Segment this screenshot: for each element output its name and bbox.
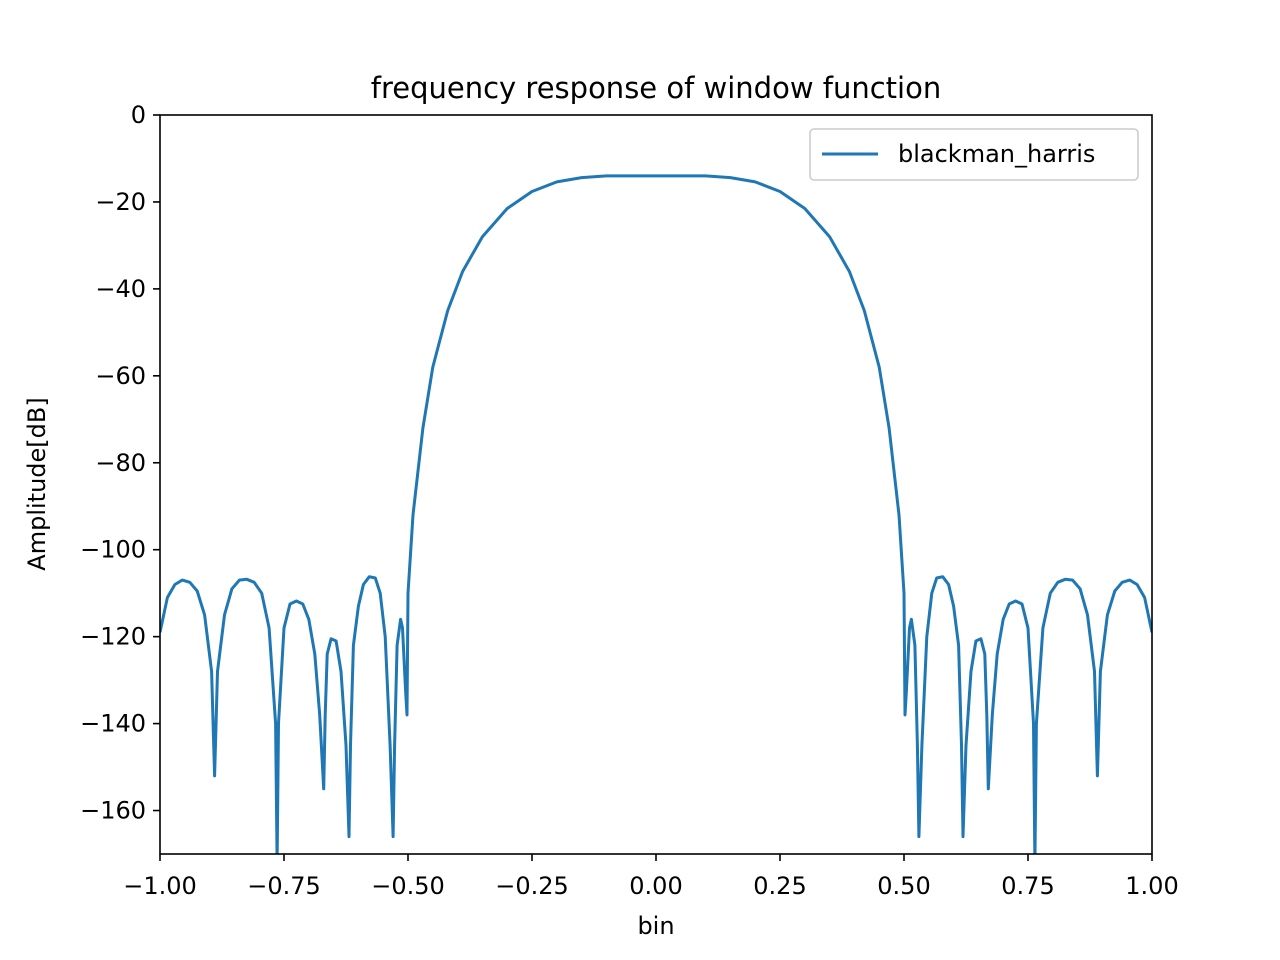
y-tick-label: 0 — [131, 101, 146, 129]
x-tick-label: 0.75 — [1001, 872, 1054, 900]
series-layer — [160, 174, 1152, 854]
y-tick-label: −160 — [80, 797, 146, 825]
y-tick-label: −60 — [95, 362, 146, 390]
legend: blackman_harris — [809, 128, 1139, 181]
x-tick-label: −0.75 — [247, 872, 321, 900]
x-axis-label: bin — [637, 912, 674, 940]
y-tick-label: −80 — [95, 449, 146, 477]
x-tick-label: 1.00 — [1125, 872, 1178, 900]
x-tick-label: −1.00 — [123, 872, 197, 900]
legend-box — [809, 128, 1139, 181]
y-axis-label: Amplitude[dB] — [23, 397, 51, 570]
legend-label: blackman_harris — [898, 140, 1095, 168]
y-tick-label: −100 — [80, 536, 146, 564]
y-axis: 0 −20 −40 −60 −80 −100 −120 −140 −160 — [80, 101, 160, 825]
y-tick-label: −20 — [95, 188, 146, 216]
y-tick-label: −120 — [80, 623, 146, 651]
chart-title: frequency response of window function — [371, 71, 941, 105]
x-axis: −1.00 −0.75 −0.50 −0.25 0.00 0.25 0.50 0.75 1.00 — [123, 854, 1179, 900]
series-line-blackman_harris — [160, 174, 1152, 854]
x-tick-label: 0.00 — [629, 872, 682, 900]
y-tick-label: −40 — [95, 275, 146, 303]
x-tick-label: −0.25 — [495, 872, 569, 900]
x-tick-label: −0.50 — [371, 872, 445, 900]
x-tick-label: 0.50 — [877, 872, 930, 900]
x-tick-label: 0.25 — [753, 872, 806, 900]
y-tick-label: −140 — [80, 710, 146, 738]
